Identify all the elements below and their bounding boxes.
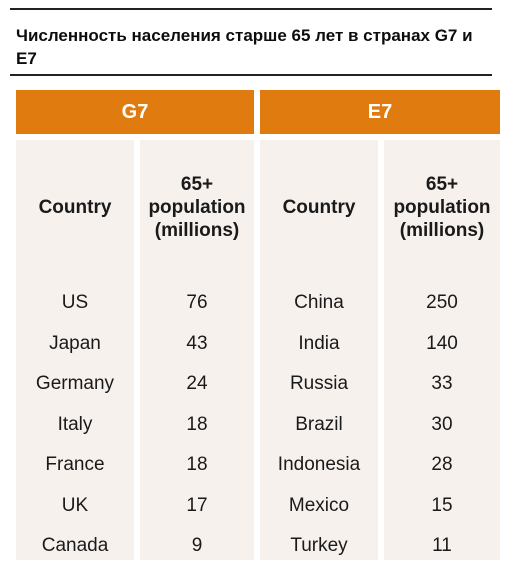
population-table: G7 E7 Country 65+ population (millions) … xyxy=(16,90,500,560)
column-header-line: 65+ xyxy=(180,173,214,195)
top-rule xyxy=(10,8,492,10)
column-header-line: population xyxy=(148,196,246,218)
column-header-e7-country: Country xyxy=(260,140,378,358)
e7-population-cell: 140 xyxy=(426,332,458,354)
e7-population-cell: 28 xyxy=(431,454,453,476)
group-header-e7: E7 xyxy=(260,90,500,134)
g7-country-cell: France xyxy=(45,454,105,476)
e7-population-cell: 33 xyxy=(431,373,453,395)
g7-country-cell: US xyxy=(61,292,89,314)
column-header-g7-population: 65+ population (millions) xyxy=(140,140,254,358)
column-header-line: 65+ xyxy=(425,173,459,195)
e7-country-cell: China xyxy=(294,292,344,314)
g7-population-cell: 43 xyxy=(186,332,208,354)
column-header-line: (millions) xyxy=(399,219,485,241)
e7-country-cell: India xyxy=(298,332,340,354)
g7-population-cell: 24 xyxy=(186,373,208,395)
table-row: France 18 Indonesia 28 xyxy=(16,445,500,486)
table-row: Canada 9 Turkey 11 xyxy=(16,526,500,567)
e7-country-cell: Indonesia xyxy=(277,454,361,476)
e7-country-cell: Mexico xyxy=(288,494,350,516)
e7-population-cell: 11 xyxy=(432,535,452,557)
table-body: US 76 China 250 Japan 43 India 140 Germa… xyxy=(16,283,500,567)
table-row: US 76 China 250 xyxy=(16,283,500,324)
e7-population-cell: 30 xyxy=(431,413,453,435)
e7-population-cell: 250 xyxy=(426,292,458,314)
g7-population-cell: 18 xyxy=(186,413,208,435)
g7-country-cell: Italy xyxy=(57,413,93,435)
g7-country-cell: Germany xyxy=(35,373,115,395)
g7-population-cell: 18 xyxy=(186,454,208,476)
table-row: Germany 24 Russia 33 xyxy=(16,364,500,405)
table-row: Italy 18 Brazil 30 xyxy=(16,405,500,446)
title-rule xyxy=(10,74,492,76)
column-header-line: (millions) xyxy=(154,219,240,241)
e7-country-cell: Brazil xyxy=(295,413,343,435)
g7-country-cell: Canada xyxy=(41,535,109,557)
table-row: Japan 43 India 140 xyxy=(16,324,500,365)
column-header-g7-country: Country xyxy=(16,140,134,358)
g7-country-cell: Japan xyxy=(49,332,101,354)
column-header-line: population xyxy=(393,196,491,218)
page-title: Численность населения старше 65 лет в ст… xyxy=(16,26,473,68)
g7-population-cell: 76 xyxy=(186,292,208,314)
table-row: UK 17 Mexico 15 xyxy=(16,486,500,527)
e7-population-cell: 15 xyxy=(431,494,453,516)
column-header-label: Country xyxy=(38,196,112,218)
g7-population-cell: 17 xyxy=(186,494,208,516)
column-header-label: Country xyxy=(282,196,356,218)
group-header-g7: G7 xyxy=(16,90,254,134)
g7-country-cell: UK xyxy=(61,494,89,516)
column-header-e7-population: 65+ population (millions) xyxy=(384,140,500,358)
e7-country-cell: Turkey xyxy=(290,535,348,557)
g7-population-cell: 9 xyxy=(191,535,203,557)
e7-country-cell: Russia xyxy=(289,373,349,395)
